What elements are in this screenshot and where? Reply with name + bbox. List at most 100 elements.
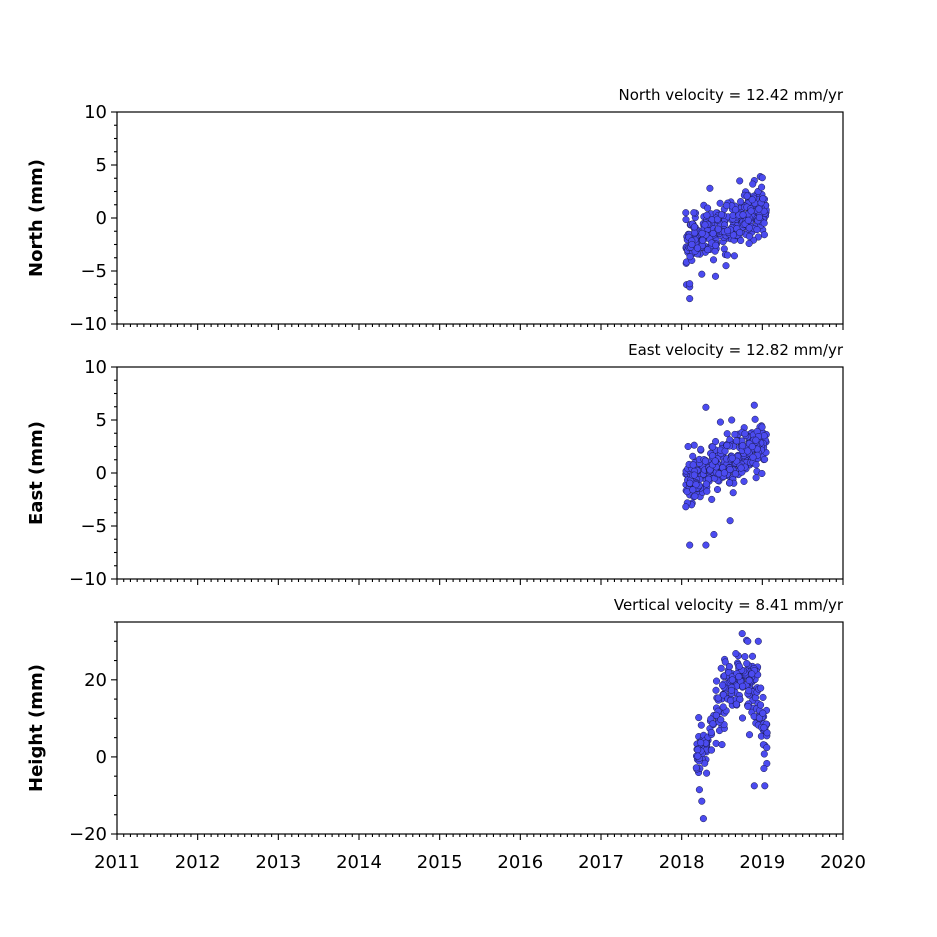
height-points — [692, 630, 771, 823]
north-data-point — [686, 253, 694, 261]
height-data-point — [760, 724, 768, 732]
east-data-point — [752, 436, 760, 444]
north-data-point — [745, 232, 753, 240]
height-data-point — [697, 721, 705, 729]
height-data-point — [741, 653, 749, 661]
north-data-point — [759, 195, 767, 203]
east-data-point — [686, 479, 694, 487]
east-data-point — [711, 457, 719, 465]
height-data-point — [712, 677, 721, 685]
east-data-point — [702, 541, 710, 549]
xtick-label: 2014 — [336, 852, 382, 873]
north-data-point — [690, 209, 698, 217]
east-ylabel: East (mm) — [26, 421, 47, 525]
east-ytick-label: 5 — [96, 410, 107, 431]
height-data-point — [712, 739, 720, 747]
height-data-point — [698, 797, 706, 805]
height-data-point — [719, 703, 727, 711]
north-data-point — [736, 177, 744, 185]
height-data-point — [750, 782, 758, 790]
east-data-point — [758, 469, 766, 478]
height-data-point — [692, 764, 700, 772]
east-data-point — [689, 452, 697, 460]
east-data-point — [702, 480, 710, 488]
north-data-point — [722, 262, 730, 270]
east-y-ticks: −10 −5 0 5 10 — [69, 357, 117, 590]
height-data-point — [719, 691, 728, 699]
east-data-point — [702, 403, 710, 411]
north-data-point — [714, 225, 722, 233]
north-data-point — [737, 198, 745, 206]
height-data-point — [738, 630, 746, 638]
north-data-point — [711, 272, 720, 280]
height-data-point — [760, 750, 768, 758]
east-data-point — [690, 471, 698, 479]
height-data-point — [695, 714, 703, 722]
height-data-point — [745, 731, 754, 739]
north-x-ticks — [116, 324, 844, 330]
height-ytick-label: −20 — [69, 824, 107, 845]
north-data-point — [682, 209, 690, 217]
height-data-point — [759, 709, 767, 717]
height-data-point — [745, 676, 753, 684]
north-data-point — [690, 223, 699, 231]
north-ytick-label: 10 — [84, 102, 107, 123]
east-data-point — [701, 457, 709, 465]
height-data-point — [717, 716, 725, 724]
xtick-label: 2012 — [175, 852, 221, 873]
east-points — [682, 401, 770, 549]
height-data-point — [694, 752, 702, 760]
north-data-point — [755, 213, 763, 221]
height-data-point — [763, 729, 771, 737]
east-data-point — [740, 477, 748, 485]
north-data-point — [717, 211, 726, 219]
east-data-point — [690, 441, 698, 449]
east-data-point — [726, 465, 734, 474]
east-data-point — [723, 441, 731, 449]
height-data-point — [717, 664, 725, 672]
east-data-point — [720, 469, 728, 477]
height-y-ticks: −20 0 20 — [69, 621, 117, 845]
east-data-point — [752, 461, 760, 469]
height-data-point — [744, 702, 752, 710]
height-data-point — [732, 650, 740, 658]
height-data-point — [757, 701, 765, 709]
height-data-point — [736, 695, 744, 703]
east-data-point — [739, 442, 747, 450]
height-data-point — [732, 700, 740, 708]
east-data-point — [750, 401, 758, 409]
north-y-ticks: −10 −5 0 5 10 — [69, 102, 117, 335]
north-data-point — [755, 205, 763, 213]
east-data-point — [708, 495, 716, 503]
east-data-point — [761, 455, 769, 463]
height-data-point — [739, 682, 747, 690]
north-points — [682, 173, 770, 303]
height-ytick-label: 0 — [96, 747, 107, 768]
north-data-point — [744, 216, 752, 224]
xtick-label: 2018 — [659, 852, 705, 873]
east-data-point — [692, 481, 700, 489]
east-data-point — [758, 423, 766, 431]
height-data-point — [703, 769, 711, 777]
height-data-point — [727, 697, 735, 705]
north-data-point — [723, 251, 732, 259]
height-plot-frame — [116, 621, 844, 835]
north-data-point — [724, 227, 732, 235]
east-data-point — [713, 485, 722, 494]
north-data-point — [723, 202, 731, 210]
east-data-point — [686, 541, 694, 549]
east-ytick-label: −5 — [80, 516, 107, 537]
east-data-point — [726, 517, 734, 525]
east-data-point — [684, 442, 692, 451]
east-data-point — [689, 486, 697, 494]
north-data-point — [691, 229, 699, 237]
east-ytick-label: 0 — [96, 463, 107, 484]
north-data-point — [747, 207, 755, 215]
east-data-point — [682, 503, 690, 511]
north-ylabel: North (mm) — [26, 159, 47, 277]
north-data-point — [745, 224, 753, 232]
height-data-point — [727, 686, 736, 694]
east-data-point — [726, 479, 734, 487]
height-data-point — [735, 673, 743, 681]
north-plot-frame — [116, 111, 844, 325]
